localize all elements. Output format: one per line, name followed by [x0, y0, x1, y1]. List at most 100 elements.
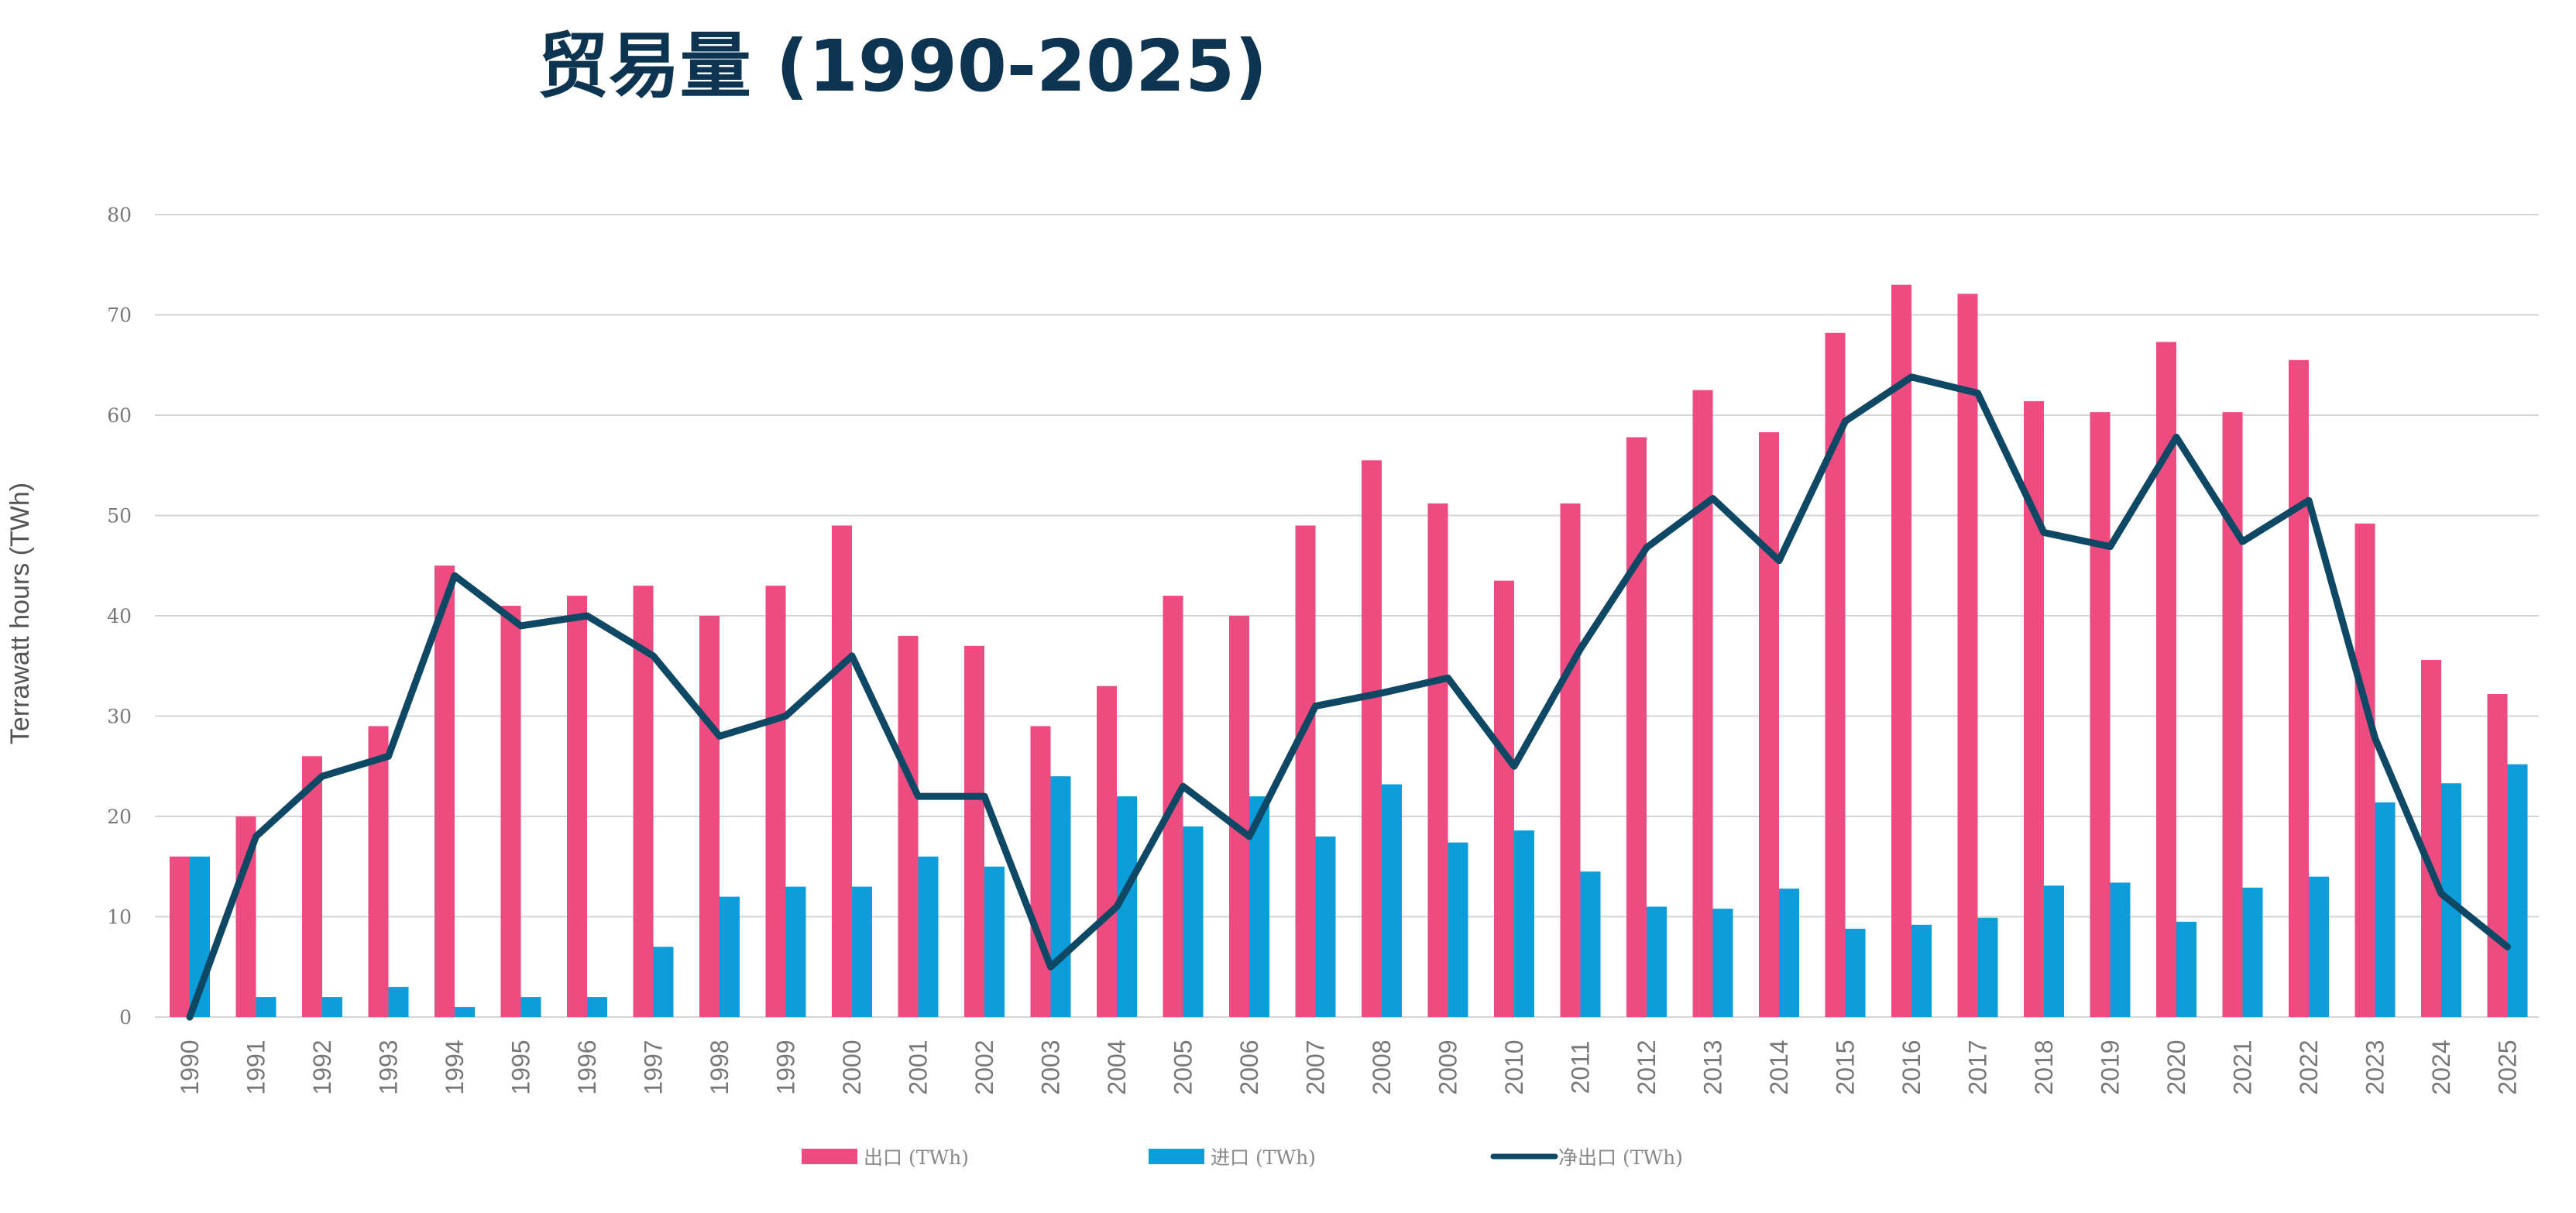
export-bar-2013	[1692, 390, 1713, 1017]
import-bar-2025	[2507, 764, 2528, 1017]
x-tick-label: 2006	[1235, 1039, 1263, 1094]
import-bar-2021	[2242, 887, 2263, 1017]
import-bar-2007	[1315, 836, 1336, 1017]
import-bar-2017	[1977, 917, 1998, 1017]
x-tick-label: 2001	[905, 1039, 933, 1094]
x-tick-label: 2005	[1170, 1039, 1197, 1094]
x-tick-label: 2009	[1434, 1039, 1462, 1094]
import-bar-2018	[2044, 885, 2064, 1017]
gridlines	[155, 214, 2539, 1018]
export-bar-1995	[500, 606, 521, 1017]
import-bar-1996	[587, 997, 607, 1017]
import-bar-1991	[256, 997, 276, 1017]
import-bar-2011	[1580, 871, 1601, 1017]
x-tick-label: 2010	[1500, 1039, 1528, 1094]
export-bar-1999	[765, 586, 786, 1017]
y-tick-label: 40	[107, 605, 132, 627]
x-tick-label: 2008	[1368, 1039, 1396, 1094]
x-tick-label: 2024	[2427, 1039, 2455, 1094]
chart-title: 贸易量 (1990-2025)	[538, 25, 1267, 108]
export-bar-2004	[1097, 686, 1117, 1017]
y-axis-ticks: 0 10 20 30 40 50 60 70 80	[107, 204, 132, 1029]
x-tick-label: 1993	[375, 1039, 403, 1094]
import-bar-2020	[2176, 921, 2196, 1017]
export-bar-2023	[2354, 523, 2375, 1017]
x-tick-label: 1998	[706, 1039, 733, 1094]
x-tick-label: 2002	[970, 1039, 998, 1094]
x-tick-label: 1995	[507, 1039, 535, 1094]
y-tick-label: 60	[107, 404, 132, 427]
import-bar-2001	[918, 856, 939, 1017]
export-bar-2022	[2289, 359, 2309, 1017]
import-bar-2023	[2375, 802, 2396, 1017]
legend-label: 净出口 (TWh)	[1558, 1146, 1683, 1169]
export-bar-2006	[1229, 616, 1249, 1017]
import-bar-2009	[1448, 842, 1468, 1017]
x-tick-label: 2019	[2097, 1039, 2124, 1094]
x-tick-label: 1996	[573, 1039, 601, 1094]
x-tick-label: 2014	[1765, 1039, 1793, 1094]
import-bar-2005	[1183, 826, 1204, 1017]
import-bar-2022	[2309, 876, 2329, 1017]
y-tick-label: 0	[119, 1006, 132, 1029]
legend-label: 进口 (TWh)	[1211, 1146, 1316, 1169]
y-tick-label: 30	[107, 706, 132, 728]
x-tick-label: 2021	[2229, 1039, 2257, 1094]
x-tick-label: 2023	[2361, 1039, 2389, 1094]
import-bar-2016	[1911, 924, 1932, 1017]
import-bar-2013	[1712, 909, 1733, 1017]
export-bar-1994	[434, 565, 455, 1017]
import-bar-2008	[1382, 784, 1402, 1017]
x-tick-label: 2003	[1037, 1039, 1065, 1094]
export-bar-1998	[699, 616, 720, 1017]
import-bar-1993	[388, 987, 409, 1017]
x-tick-label: 1992	[308, 1039, 336, 1094]
legend-swatch	[802, 1149, 857, 1164]
import-bar-1995	[520, 997, 541, 1017]
y-axis-label: Terrawatt hours (TWh)	[5, 483, 35, 744]
import-bar-1992	[322, 997, 342, 1017]
import-bar-2010	[1514, 830, 1534, 1017]
export-bar-1992	[302, 756, 322, 1017]
export-bar-2016	[1891, 284, 1911, 1017]
export-bar-2010	[1494, 580, 1514, 1017]
net-export-line-layer	[186, 373, 2511, 1021]
export-bar-2009	[1427, 503, 1448, 1017]
export-bar-2008	[1362, 460, 1382, 1017]
import-bar-2019	[2110, 882, 2131, 1017]
y-tick-label: 10	[107, 906, 132, 929]
export-bar-2011	[1560, 503, 1581, 1017]
import-bar-2002	[984, 866, 1005, 1017]
export-bar-2002	[964, 645, 984, 1017]
x-axis-ticks: 1990 1991 1992 1993 1994 1995 1996 1997 1998 1999…	[176, 1039, 2522, 1094]
x-tick-label: 2022	[2295, 1039, 2323, 1094]
import-bar-2003	[1050, 776, 1071, 1017]
x-tick-label: 1994	[441, 1039, 469, 1094]
legend: 出口 (TWh) 进口 (TWh) 净出口 (TWh)	[802, 1146, 1683, 1169]
export-bar-2007	[1295, 525, 1316, 1017]
x-tick-label: 1991	[242, 1039, 270, 1094]
y-tick-label: 50	[107, 505, 132, 527]
x-tick-label: 2000	[838, 1039, 866, 1094]
x-tick-label: 2007	[1302, 1039, 1330, 1094]
export-bar-1996	[567, 596, 587, 1017]
legend-swatch	[1149, 1149, 1204, 1164]
export-bar-2019	[2090, 412, 2111, 1017]
y-tick-label: 70	[107, 304, 132, 327]
import-bar-2000	[852, 886, 872, 1017]
export-bar-2014	[1759, 432, 1779, 1017]
x-tick-label: 2025	[2494, 1039, 2522, 1094]
x-tick-label: 1990	[176, 1039, 204, 1094]
export-bar-2003	[1030, 726, 1051, 1017]
export-bar-2021	[2222, 412, 2243, 1017]
import-bar-2015	[1845, 929, 1866, 1017]
x-tick-label: 2017	[1964, 1039, 1992, 1094]
x-tick-label: 2015	[1832, 1039, 1860, 1094]
import-bar-1999	[785, 886, 806, 1017]
legend-label: 出口 (TWh)	[864, 1146, 969, 1169]
export-bar-2025	[2487, 694, 2508, 1017]
export-bar-2000	[832, 525, 852, 1017]
x-tick-label: 2011	[1567, 1041, 1595, 1094]
x-tick-label: 2016	[1898, 1039, 1925, 1094]
